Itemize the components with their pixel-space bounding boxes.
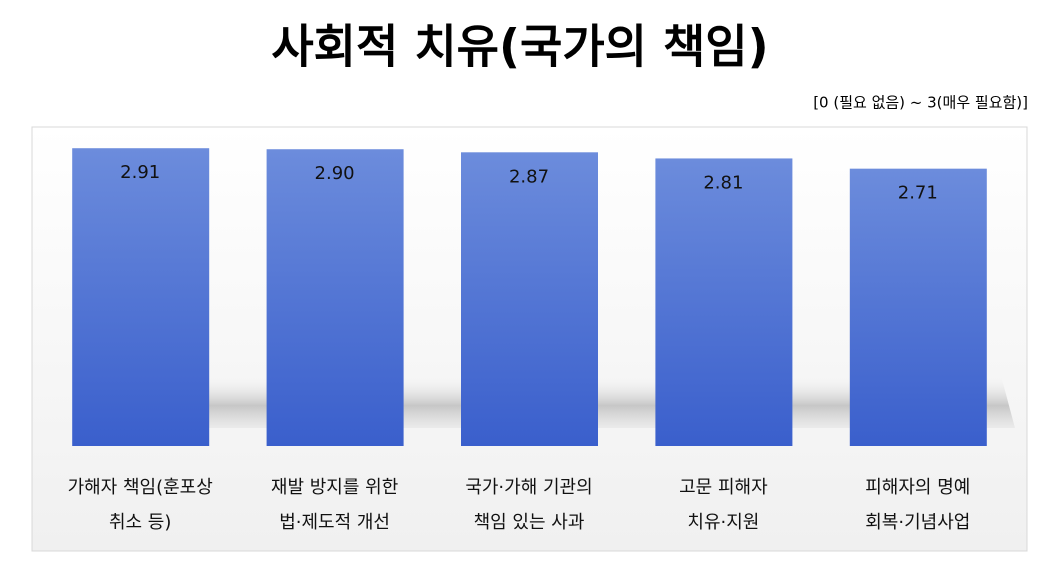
x-tick-label: 피해자의 명예 회복·기념사업 — [865, 477, 971, 533]
bar — [849, 168, 987, 446]
value-label: 2.87 — [509, 166, 549, 187]
bar — [266, 149, 404, 446]
x-tick-label: 재발 방지를 위한 법·제도적 개선 — [270, 477, 399, 533]
chart-subtitle: [0 (필요 없음) ~ 3(매우 필요함)] — [813, 94, 1028, 112]
x-tick-label: 국가·가해 기관의 책임 있는 사과 — [465, 477, 593, 533]
chart-title: 사회적 치유(국가의 책임) — [271, 20, 768, 74]
x-tick-label: 가해자 책임(훈포상 취소 등) — [67, 477, 213, 533]
value-label: 2.91 — [120, 162, 160, 183]
bar — [655, 158, 793, 446]
x-tick-label: 고문 피해자 치유·지원 — [679, 477, 768, 533]
bar — [461, 152, 598, 446]
value-label: 2.71 — [898, 183, 938, 204]
bar — [72, 148, 210, 446]
value-label: 2.90 — [315, 163, 355, 184]
value-label: 2.81 — [703, 172, 743, 193]
